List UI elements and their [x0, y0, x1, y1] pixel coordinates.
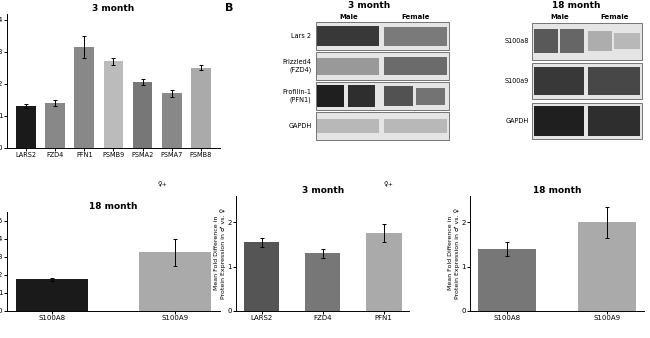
Text: 3 month: 3 month [348, 1, 391, 10]
Text: ♀+: ♀+ [384, 182, 393, 188]
Bar [191, 68, 211, 148]
Text: Lars 2: Lars 2 [291, 33, 311, 39]
Text: Frizzled4
(FZD4): Frizzled4 (FZD4) [283, 59, 311, 73]
Bar [316, 52, 449, 80]
Y-axis label: Mean Fold Difference in
Protein Expression in ♂ vs. ♀: Mean Fold Difference in Protein Expressi… [448, 208, 460, 299]
Bar [316, 22, 449, 50]
Bar [588, 31, 612, 51]
Bar [532, 23, 642, 59]
Text: ***: *** [136, 217, 148, 226]
Text: 18 month: 18 month [552, 1, 601, 10]
Bar [534, 68, 584, 95]
Bar [244, 242, 280, 311]
Text: Profilin-1
(PFN1): Profilin-1 (PFN1) [282, 89, 311, 103]
Bar [532, 103, 642, 139]
Bar [366, 233, 402, 311]
Bar [384, 57, 447, 75]
Title: 3 month: 3 month [92, 4, 135, 13]
Bar [384, 119, 447, 133]
Bar [16, 106, 36, 148]
Bar [532, 63, 642, 99]
Bar [305, 253, 341, 311]
Text: Female: Female [600, 14, 629, 20]
Bar [316, 82, 449, 110]
Bar [46, 103, 65, 148]
Text: **: ** [110, 217, 118, 226]
Bar [588, 68, 640, 95]
Bar [316, 112, 449, 140]
Text: *: * [170, 217, 174, 226]
Bar [317, 85, 344, 107]
Bar [560, 29, 584, 53]
Title: 18 month: 18 month [532, 186, 581, 195]
Text: Male: Male [551, 14, 569, 20]
Bar [103, 62, 124, 148]
Bar [133, 82, 153, 148]
Bar [317, 26, 378, 46]
Bar [614, 33, 640, 49]
Text: ♀+: ♀+ [158, 182, 168, 188]
Bar [384, 27, 447, 46]
Text: B: B [225, 3, 233, 13]
Title: 3 month: 3 month [302, 186, 344, 195]
Bar [534, 29, 558, 53]
Text: GAPDH: GAPDH [506, 118, 529, 124]
Bar [317, 119, 378, 133]
Text: GAPDH: GAPDH [288, 123, 311, 129]
Text: ***: *** [20, 217, 32, 226]
Bar [348, 85, 374, 107]
Bar [478, 249, 536, 311]
Bar [75, 47, 94, 148]
Bar [578, 222, 636, 311]
Bar [384, 86, 413, 106]
Text: ***: *** [195, 217, 207, 226]
Bar [16, 280, 88, 311]
Bar [162, 93, 181, 148]
Text: Female: Female [402, 14, 430, 20]
Bar [416, 88, 445, 104]
Bar [139, 252, 211, 311]
Text: **: ** [51, 217, 59, 226]
Bar [588, 106, 640, 136]
Text: S100a9: S100a9 [504, 78, 529, 84]
Bar [317, 57, 378, 75]
Bar [534, 106, 584, 136]
Y-axis label: Mean Fold Difference in
Protein Expression in ♂ vs. ♀: Mean Fold Difference in Protein Expressi… [214, 208, 226, 299]
Text: Male: Male [340, 14, 359, 20]
Text: S100a8: S100a8 [504, 38, 529, 44]
Title: 18 month: 18 month [89, 202, 138, 211]
Text: *: * [83, 217, 86, 226]
